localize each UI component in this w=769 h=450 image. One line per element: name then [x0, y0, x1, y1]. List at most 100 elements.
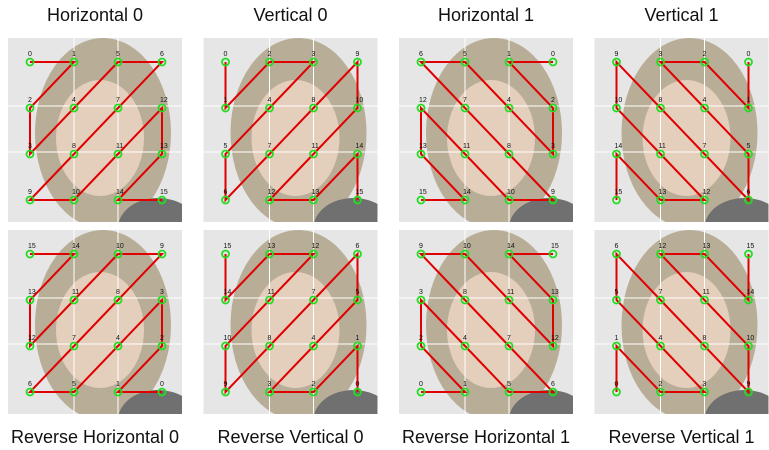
point-label: 15 [224, 243, 232, 250]
point-label: 5 [615, 289, 619, 296]
face-image [399, 230, 589, 450]
point-label: 1 [224, 97, 228, 104]
point-label: 2 [551, 97, 555, 104]
point-label: 14 [116, 189, 124, 196]
point-label: 5 [116, 51, 120, 58]
point-label: 4 [116, 335, 120, 342]
point-label: 6 [615, 243, 619, 250]
point-label: 2 [659, 381, 663, 388]
point-label: 3 [160, 289, 164, 296]
point-label: 6 [419, 51, 423, 58]
point-label: 14 [747, 289, 755, 296]
point-label: 14 [72, 243, 80, 250]
point-label: 3 [28, 143, 32, 150]
point-label: 0 [747, 51, 751, 58]
point-label: 7 [463, 97, 467, 104]
point-label: 13 [551, 289, 559, 296]
point-label: 11 [659, 143, 666, 150]
point-label: 9 [419, 243, 423, 250]
point-label: 8 [463, 289, 467, 296]
point-label: 0 [160, 381, 164, 388]
point-label: 1 [463, 381, 467, 388]
point-label: 9 [224, 381, 228, 388]
point-label: 10 [747, 335, 755, 342]
point-label: 2 [703, 51, 707, 58]
point-label: 12 [419, 97, 427, 104]
point-label: 2 [28, 97, 32, 104]
point-label: 11 [507, 289, 514, 296]
point-label: 12 [160, 97, 168, 104]
point-label: 3 [268, 381, 272, 388]
point-label: 8 [72, 143, 76, 150]
point-label: 10 [463, 243, 471, 250]
face-image [399, 38, 589, 258]
point-label: 2 [268, 51, 272, 58]
point-label: 12 [703, 189, 711, 196]
point-label: 15 [28, 243, 36, 250]
point-label: 6 [28, 381, 32, 388]
point-label: 0 [551, 51, 555, 58]
point-label: 6 [356, 243, 360, 250]
point-label: 11 [703, 289, 710, 296]
panel: 6510127421311831514109 [399, 38, 589, 258]
point-label: 0 [356, 381, 360, 388]
point-label: 11 [116, 143, 123, 150]
point-label: 12 [312, 243, 320, 250]
panel-title: Reverse Vertical 1 [608, 427, 754, 447]
point-label: 13 [312, 189, 320, 196]
point-label: 1 [356, 335, 360, 342]
point-label: 5 [356, 289, 360, 296]
point-label: 7 [72, 335, 76, 342]
point-label: 15 [747, 243, 755, 250]
point-label: 3 [419, 289, 423, 296]
point-label: 5 [747, 143, 751, 150]
panel-title: Reverse Horizontal 1 [402, 427, 570, 447]
point-label: 15 [356, 189, 364, 196]
panel-title: Reverse Horizontal 0 [11, 427, 179, 447]
point-label: 13 [703, 243, 711, 250]
point-label: 15 [551, 243, 559, 250]
panel-title: Vertical 0 [253, 5, 327, 25]
point-label: 11 [268, 289, 275, 296]
point-label: 14 [356, 143, 364, 150]
point-label: 7 [116, 97, 120, 104]
point-label: 8 [507, 143, 511, 150]
point-label: 14 [463, 189, 471, 196]
point-label: 9 [28, 189, 32, 196]
point-label: 13 [160, 143, 168, 150]
point-label: 9 [747, 381, 751, 388]
point-label: 0 [615, 381, 619, 388]
point-label: 13 [419, 143, 427, 150]
point-label: 7 [659, 289, 663, 296]
point-label: 5 [224, 143, 228, 150]
point-label: 0 [224, 51, 228, 58]
point-label: 4 [312, 335, 316, 342]
point-label: 14 [507, 243, 515, 250]
page: 0156247123811139101415Horizontal 0023914… [0, 0, 769, 450]
point-label: 4 [659, 335, 663, 342]
point-label: 2 [419, 335, 423, 342]
point-label: 7 [312, 289, 316, 296]
point-label: 10 [356, 97, 364, 104]
point-label: 1 [116, 381, 120, 388]
figure: 0156247123811139101415Horizontal 0023914… [0, 0, 769, 450]
point-label: 13 [28, 289, 36, 296]
point-label: 3 [659, 51, 663, 58]
panel-title: Horizontal 0 [47, 5, 143, 25]
point-label: 5 [507, 381, 511, 388]
point-label: 10 [72, 189, 80, 196]
point-label: 15 [615, 189, 623, 196]
point-label: 9 [356, 51, 360, 58]
point-label: 3 [703, 381, 707, 388]
point-label: 5 [463, 51, 467, 58]
point-label: 7 [507, 335, 511, 342]
panel: 9101415381113247120156 [399, 230, 589, 450]
point-label: 8 [116, 289, 120, 296]
panel-title: Vertical 1 [644, 5, 718, 25]
point-label: 3 [551, 143, 555, 150]
